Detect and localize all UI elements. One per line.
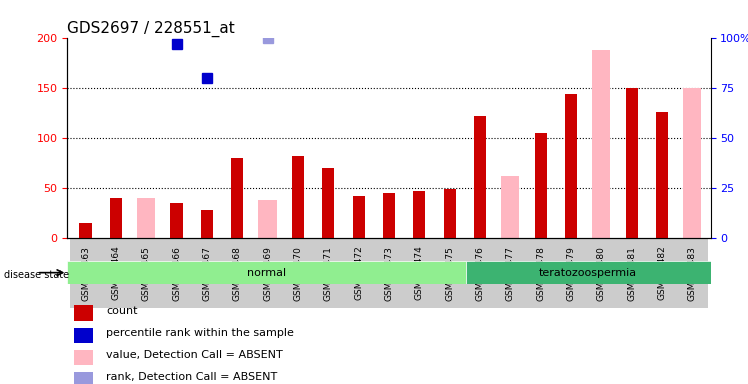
Text: value, Detection Call = ABSENT: value, Detection Call = ABSENT <box>106 350 283 360</box>
Bar <box>683 88 702 238</box>
Bar <box>625 88 638 238</box>
Bar <box>656 112 668 238</box>
Text: GDS2697 / 228551_at: GDS2697 / 228551_at <box>67 21 235 37</box>
Bar <box>259 200 277 238</box>
Bar <box>162 238 191 308</box>
Text: count: count <box>106 306 138 316</box>
Text: disease state: disease state <box>4 270 69 280</box>
Bar <box>535 133 547 238</box>
Bar <box>191 238 222 308</box>
FancyBboxPatch shape <box>465 261 711 284</box>
Bar <box>222 238 252 308</box>
Bar <box>74 305 93 321</box>
Bar <box>435 238 465 308</box>
Bar <box>292 156 304 238</box>
Bar <box>404 238 435 308</box>
Bar <box>110 198 122 238</box>
Text: teratozoospermia: teratozoospermia <box>539 268 637 278</box>
Bar <box>592 50 610 238</box>
Bar <box>137 198 156 238</box>
Bar <box>444 189 456 238</box>
Bar <box>283 238 313 308</box>
Bar <box>313 238 343 308</box>
Bar <box>647 238 677 308</box>
Bar <box>171 203 183 238</box>
Bar <box>101 238 131 308</box>
Bar <box>343 238 374 308</box>
Bar <box>131 238 162 308</box>
Bar <box>565 94 577 238</box>
Bar <box>413 191 426 238</box>
Bar <box>474 116 486 238</box>
Bar <box>383 193 395 238</box>
Text: rank, Detection Call = ABSENT: rank, Detection Call = ABSENT <box>106 372 278 382</box>
Bar <box>352 196 365 238</box>
Bar <box>556 238 586 308</box>
Text: percentile rank within the sample: percentile rank within the sample <box>106 328 294 338</box>
Bar <box>231 158 243 238</box>
Bar <box>586 238 616 308</box>
Bar <box>70 238 101 308</box>
Bar <box>501 176 519 238</box>
Bar <box>526 238 556 308</box>
Bar <box>322 168 334 238</box>
Bar <box>200 210 213 238</box>
Bar <box>79 223 91 238</box>
Bar <box>74 372 93 384</box>
Bar <box>465 238 495 308</box>
Bar <box>74 328 93 343</box>
Bar <box>677 238 708 308</box>
Text: normal: normal <box>247 268 286 278</box>
Bar <box>616 238 647 308</box>
Bar <box>74 350 93 366</box>
Bar <box>495 238 526 308</box>
Bar <box>374 238 404 308</box>
FancyBboxPatch shape <box>67 261 465 284</box>
Bar <box>252 238 283 308</box>
